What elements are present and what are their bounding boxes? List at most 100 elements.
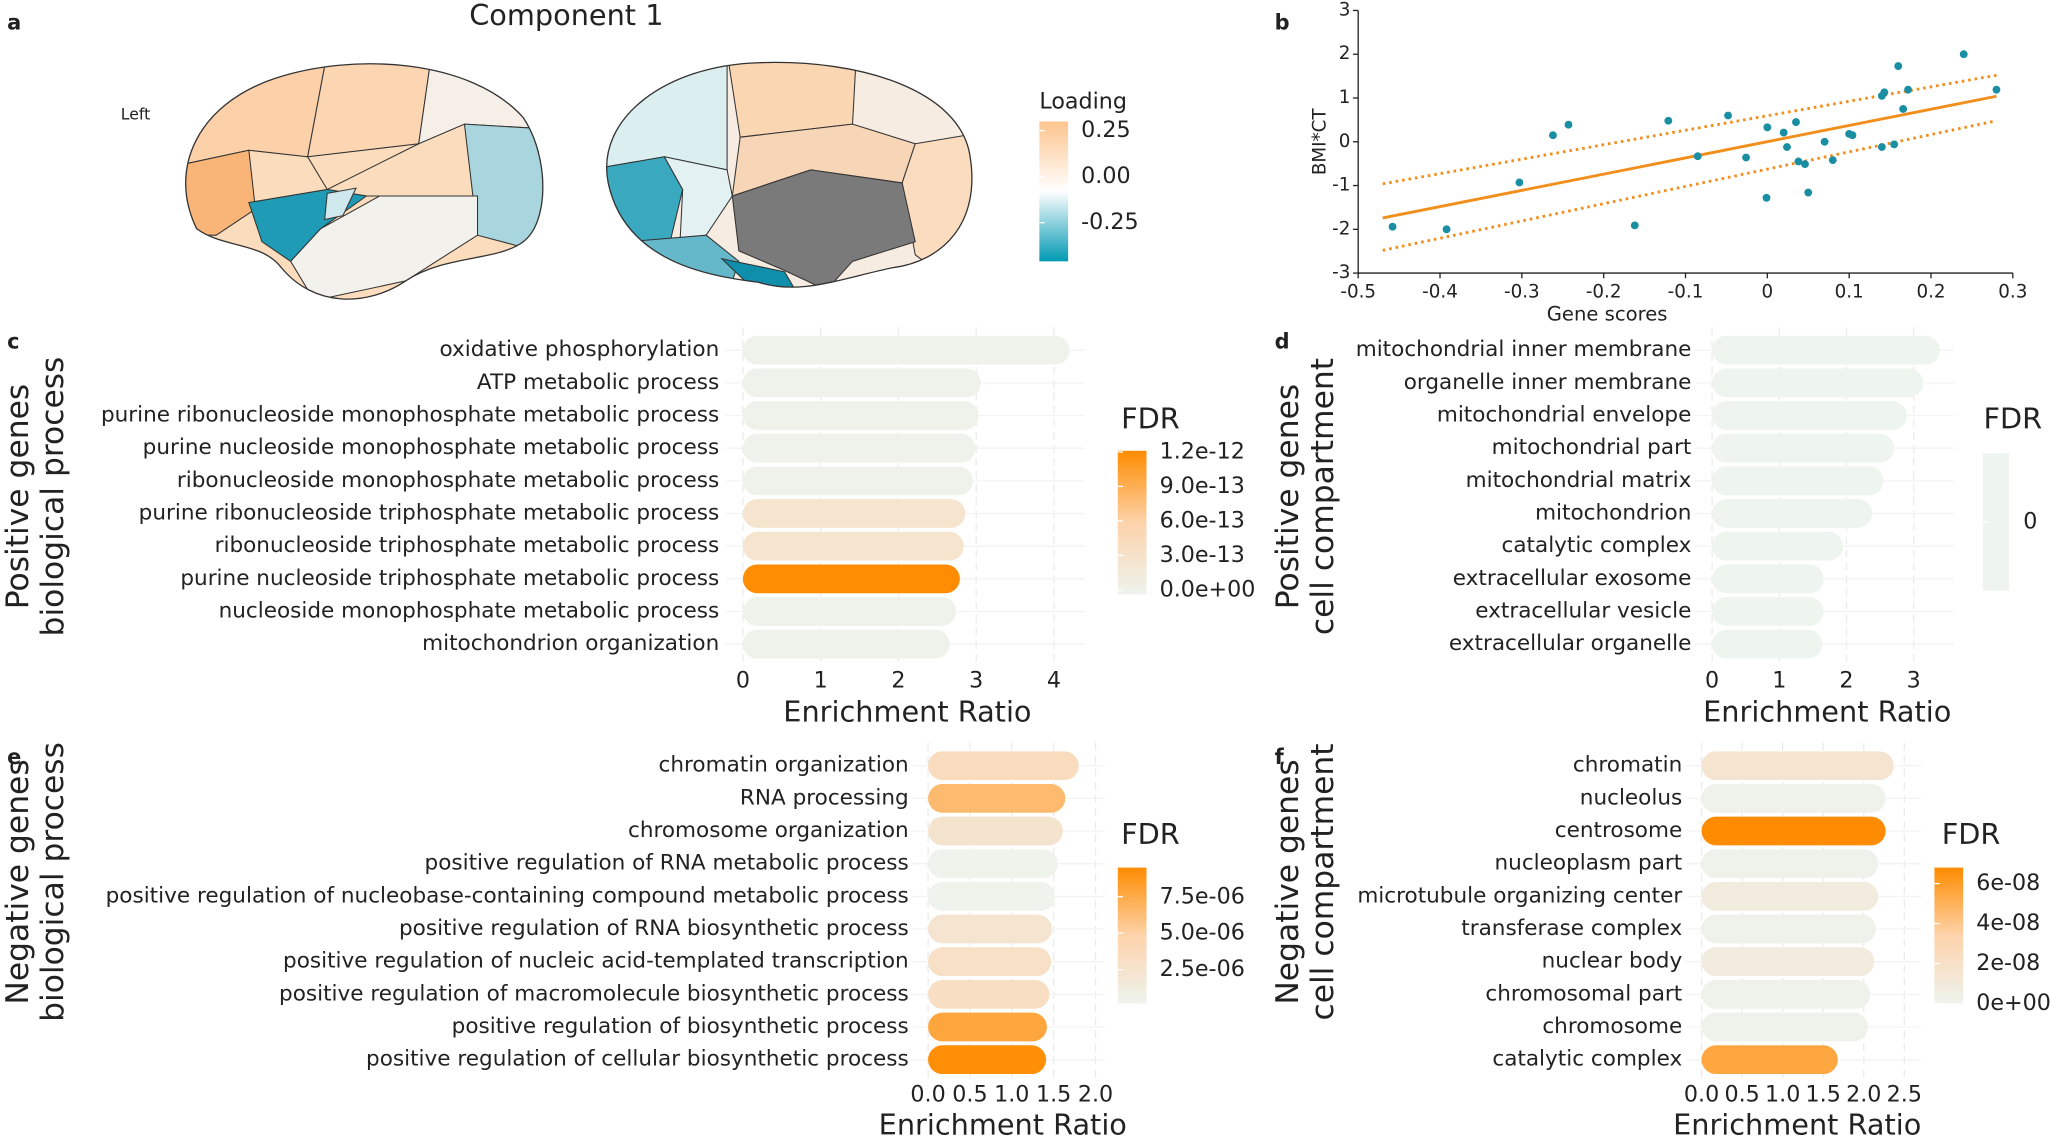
colorbar bbox=[1117, 450, 1147, 595]
point bbox=[1762, 193, 1771, 202]
point bbox=[1794, 157, 1803, 166]
colorbar-tick-label: 0.0e+00 bbox=[1160, 576, 1256, 602]
x-tick-label: 0.3 bbox=[1998, 282, 2027, 303]
bar bbox=[742, 335, 1070, 365]
x-tick-label: 1.0 bbox=[1765, 1081, 1800, 1107]
category-label: centrosome bbox=[1555, 818, 1682, 843]
point bbox=[1890, 140, 1899, 149]
colorbar-tick-label: 0.00 bbox=[1081, 163, 1130, 189]
chart-title: Component 1 bbox=[469, 0, 663, 32]
y-axis-title: Negative genes bbox=[0, 759, 36, 1004]
ci-line bbox=[1382, 119, 1997, 252]
x-tick-label: 1 bbox=[1772, 667, 1786, 693]
point bbox=[1899, 105, 1908, 113]
point bbox=[1848, 131, 1857, 140]
x-tick-label: 0.5 bbox=[1724, 1081, 1759, 1107]
point bbox=[1630, 221, 1639, 230]
category-label: purine nucleoside monophosphate metaboli… bbox=[143, 435, 720, 460]
bar bbox=[1701, 783, 1886, 813]
brain-region bbox=[324, 187, 357, 221]
y-axis-title: cell compartment bbox=[1305, 358, 1341, 635]
point bbox=[1880, 88, 1889, 97]
point bbox=[1959, 50, 1968, 59]
category-label: organelle inner membrane bbox=[1404, 370, 1692, 395]
bar bbox=[1712, 499, 1873, 528]
category-label: positive regulation of macromolecule bio… bbox=[279, 981, 909, 1006]
x-tick-label: 0.5 bbox=[952, 1081, 987, 1107]
bar bbox=[1712, 597, 1824, 626]
bar bbox=[742, 564, 960, 594]
category-label: ATP metabolic process bbox=[477, 370, 719, 395]
x-axis-title: Enrichment Ratio bbox=[783, 694, 1031, 728]
brain-border bbox=[307, 143, 419, 191]
category-label: mitochondrial inner membrane bbox=[1356, 337, 1692, 362]
category-label: extracellular organelle bbox=[1449, 631, 1691, 656]
category-label: microtubule organizing center bbox=[1357, 883, 1682, 908]
point bbox=[1763, 123, 1772, 132]
brain-lateral bbox=[185, 63, 544, 300]
bar bbox=[1701, 947, 1875, 977]
panel-label: a bbox=[7, 11, 21, 35]
point bbox=[1442, 225, 1451, 234]
category-label: nucleolus bbox=[1580, 785, 1682, 810]
legend-title: FDR bbox=[1121, 402, 1180, 436]
x-tick-label: 1.5 bbox=[1806, 1081, 1841, 1107]
category-label: extracellular vesicle bbox=[1475, 599, 1691, 624]
category-label: ribonucleoside monophosphate metabolic p… bbox=[177, 468, 719, 493]
colorbar-tick-label: 5.0e-06 bbox=[1160, 920, 1245, 946]
point bbox=[1804, 188, 1813, 197]
x-tick-label: -0.4 bbox=[1422, 282, 1458, 303]
x-tick-label: 3 bbox=[1907, 667, 1921, 693]
colorbar-tick-label: 6e-08 bbox=[1976, 870, 2040, 896]
point bbox=[1877, 143, 1886, 151]
bar bbox=[1701, 751, 1894, 781]
category-label: nucleoplasm part bbox=[1495, 851, 1683, 876]
bar bbox=[1712, 335, 1940, 365]
point bbox=[1779, 128, 1788, 137]
bar bbox=[1712, 564, 1824, 594]
point bbox=[1992, 85, 2001, 94]
bar bbox=[928, 947, 1052, 977]
x-tick-label: 0.0 bbox=[1684, 1081, 1719, 1107]
bar bbox=[742, 368, 981, 398]
category-label: RNA processing bbox=[740, 785, 909, 810]
colorbar-tick-label: -0.25 bbox=[1081, 209, 1138, 235]
point bbox=[1904, 85, 1912, 94]
x-tick-label: 3 bbox=[969, 667, 983, 693]
y-tick-label: 2 bbox=[1339, 43, 1351, 64]
x-tick-label: 0.0 bbox=[910, 1081, 945, 1107]
category-label: positive regulation of RNA metabolic pro… bbox=[425, 851, 909, 876]
y-axis-title: Positive genes bbox=[1270, 384, 1306, 609]
y-tick-label: 3 bbox=[1339, 0, 1351, 20]
bar bbox=[1701, 1012, 1868, 1042]
x-tick-label: 0 bbox=[1762, 282, 1774, 303]
y-axis-title: biological process bbox=[35, 357, 71, 637]
category-label: nucleoside monophosphate metabolic proce… bbox=[219, 599, 720, 624]
bar bbox=[742, 629, 950, 659]
hemisphere-label: Left bbox=[121, 104, 150, 123]
panel-label: d bbox=[1275, 329, 1290, 353]
panel-label: c bbox=[7, 329, 19, 353]
point bbox=[1894, 62, 1903, 70]
x-tick-label: 1 bbox=[814, 667, 828, 693]
category-label: mitochondrial part bbox=[1492, 435, 1692, 460]
bar bbox=[742, 597, 956, 626]
category-label: chromatin organization bbox=[659, 753, 909, 778]
y-axis-title: cell compartment bbox=[1305, 743, 1341, 1020]
point bbox=[1724, 111, 1732, 120]
x-tick-label: 2.0 bbox=[1078, 1081, 1113, 1107]
colorbar-tick-label: 1.2e-12 bbox=[1160, 438, 1245, 464]
category-label: chromatin bbox=[1573, 753, 1682, 778]
colorbar-tick-label: 0 bbox=[2023, 509, 2037, 535]
x-tick-label: -0.3 bbox=[1504, 282, 1540, 303]
bar bbox=[928, 751, 1079, 781]
y-tick-label: -2 bbox=[1332, 218, 1350, 239]
brain-medial bbox=[606, 61, 973, 288]
category-label: positive regulation of RNA biosynthetic … bbox=[399, 916, 909, 941]
point bbox=[1515, 178, 1524, 187]
x-tick-label: 0 bbox=[1705, 667, 1719, 693]
legend-title: FDR bbox=[1121, 817, 1180, 851]
x-tick-label: 0.1 bbox=[1835, 282, 1864, 303]
point bbox=[1664, 116, 1673, 125]
